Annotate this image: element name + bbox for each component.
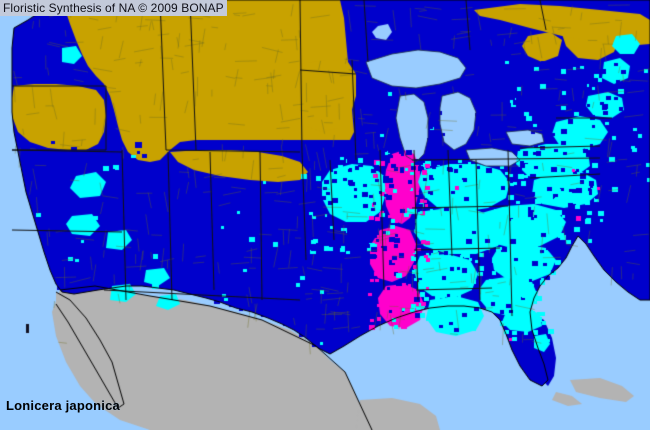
map-title-bar: Floristic Synthesis of NA © 2009 BONAP	[0, 0, 227, 16]
species-name-label: Lonicera japonica	[6, 398, 120, 413]
